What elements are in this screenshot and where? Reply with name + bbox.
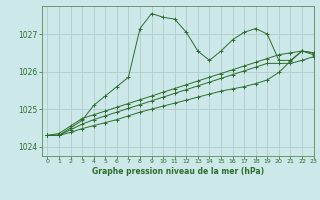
- X-axis label: Graphe pression niveau de la mer (hPa): Graphe pression niveau de la mer (hPa): [92, 167, 264, 176]
